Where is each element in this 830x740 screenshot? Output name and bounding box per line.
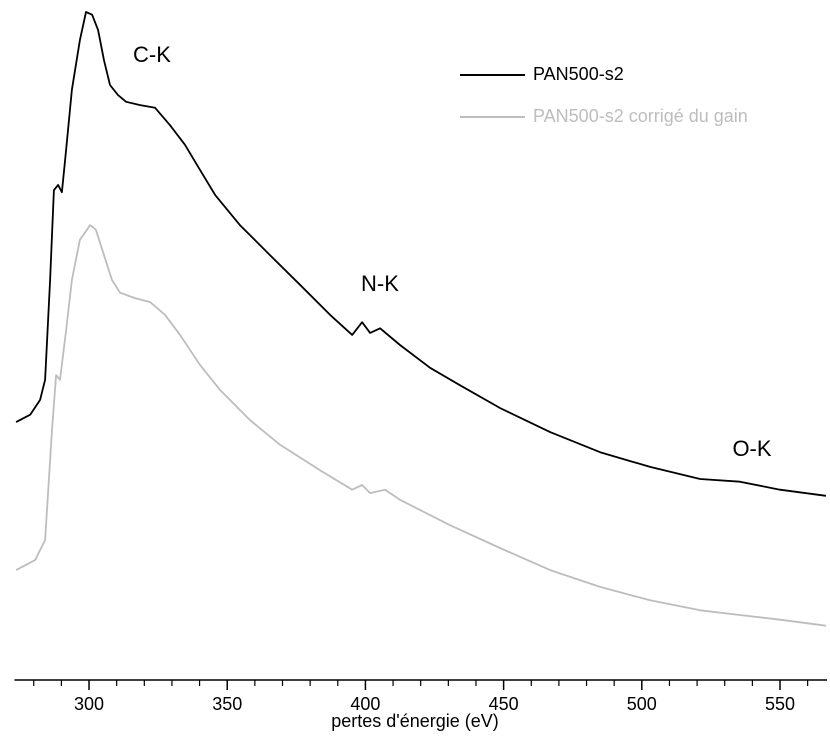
series-line	[15, 224, 827, 627]
x-tick-label: 550	[765, 694, 795, 714]
legend-label: PAN500-s2	[533, 64, 624, 84]
x-axis-label: pertes d'énergie (eV)	[331, 711, 499, 731]
annotation: C-K	[133, 42, 171, 67]
x-tick-label: 300	[74, 694, 104, 714]
series-line	[15, 11, 827, 497]
x-tick-label: 350	[212, 694, 242, 714]
legend-label: PAN500-s2 corrigé du gain	[533, 106, 748, 126]
annotation: O-K	[732, 436, 771, 461]
x-tick-label: 500	[627, 694, 657, 714]
x-tick-label: 400	[350, 694, 380, 714]
x-tick-label: 450	[489, 694, 519, 714]
annotation: N-K	[361, 271, 399, 296]
